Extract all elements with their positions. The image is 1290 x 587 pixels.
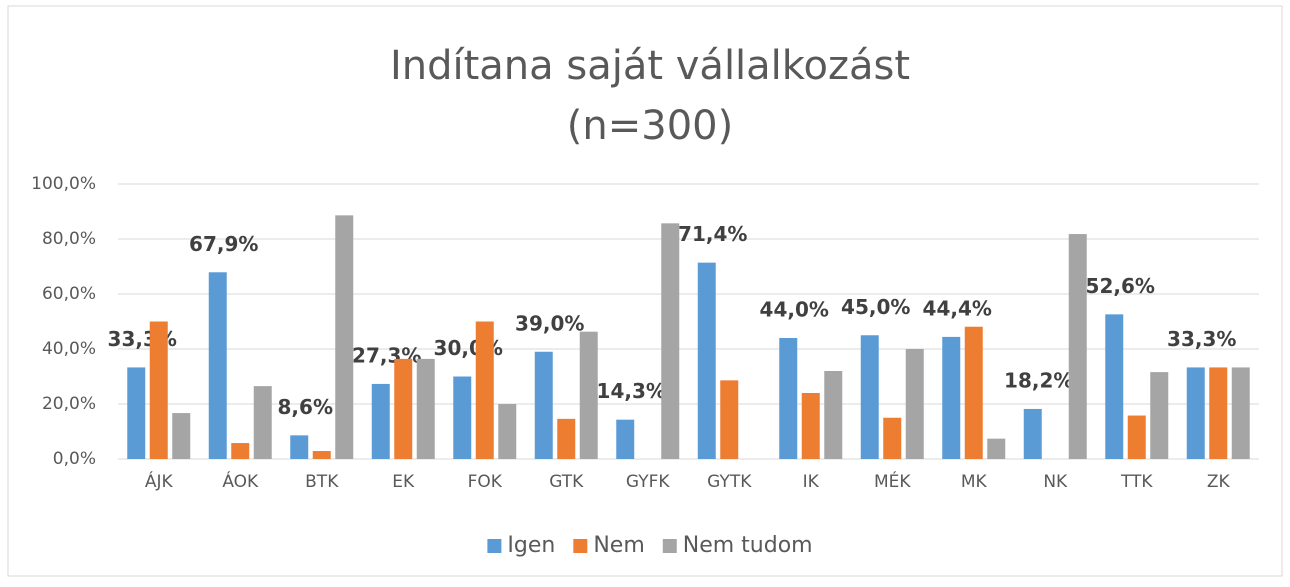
bar <box>557 418 576 459</box>
bar <box>824 371 843 459</box>
chart-subtitle: (n=300) <box>567 103 733 149</box>
bar <box>335 215 354 459</box>
bar <box>253 386 272 459</box>
bar <box>964 326 983 459</box>
x-tick-label: ZK <box>1207 472 1231 492</box>
legend-label: Nem tudom <box>683 533 813 558</box>
bar <box>905 349 924 459</box>
data-label: 14,3% <box>597 379 666 403</box>
bar <box>475 321 494 459</box>
bar <box>394 358 413 459</box>
bar <box>1023 408 1042 459</box>
bar <box>697 262 716 459</box>
bar <box>453 376 472 459</box>
bar <box>942 336 961 459</box>
data-label: 8,6% <box>278 395 333 419</box>
x-tick-label: ÁJK <box>145 470 174 492</box>
y-tick-label: 100,0% <box>31 174 96 194</box>
x-tick-label: MÉK <box>874 470 911 492</box>
data-label: 71,4% <box>678 222 747 246</box>
bar <box>416 358 435 459</box>
chart-title: Indítana saját vállalkozást <box>390 43 910 89</box>
x-tick-label: MK <box>961 472 988 492</box>
x-tick-label: ÁOK <box>222 470 259 492</box>
data-label: 39,0% <box>515 311 584 335</box>
y-tick-label: 80,0% <box>42 229 96 249</box>
bar <box>1105 314 1124 459</box>
bar <box>149 321 168 459</box>
x-tick-label: BTK <box>305 472 339 492</box>
data-label: 18,2% <box>1004 368 1073 392</box>
x-tick-label: GTK <box>549 472 584 492</box>
bar <box>231 443 250 459</box>
x-tick-label: GYTK <box>707 472 752 492</box>
legend-swatch <box>662 539 677 553</box>
bar <box>661 223 680 459</box>
data-label: 33,3% <box>1167 327 1236 351</box>
bar <box>720 380 739 459</box>
bar <box>1068 234 1087 459</box>
y-tick-label: 0,0% <box>53 449 96 469</box>
x-tick-label: NK <box>1043 472 1068 492</box>
y-tick-label: 60,0% <box>42 284 96 304</box>
data-label: 67,9% <box>189 232 258 256</box>
bar <box>127 367 146 459</box>
bar <box>1231 367 1250 459</box>
x-tick-label: TTK <box>1120 472 1153 492</box>
x-tick-label: FOK <box>468 472 503 492</box>
bar <box>1209 367 1228 459</box>
bar <box>860 335 879 459</box>
x-tick-label: GYFK <box>626 472 670 492</box>
bar <box>208 272 227 459</box>
bar <box>1150 372 1169 459</box>
data-label: 52,6% <box>1086 274 1155 298</box>
bar <box>1186 367 1205 459</box>
data-label: 45,0% <box>841 295 910 319</box>
legend-label: Nem <box>593 533 644 558</box>
bar <box>579 331 598 459</box>
legend-swatch <box>573 539 588 553</box>
legend-swatch <box>487 539 502 553</box>
data-label: 44,0% <box>760 298 829 322</box>
y-tick-label: 40,0% <box>42 339 96 359</box>
bar <box>172 413 191 459</box>
data-label: 44,4% <box>923 296 992 320</box>
bar <box>371 383 390 459</box>
legend-label: Igen <box>507 533 555 558</box>
bar <box>1127 415 1146 459</box>
bar <box>534 351 553 459</box>
bar <box>616 419 635 459</box>
x-tick-label: EK <box>392 472 415 492</box>
bar <box>312 451 331 459</box>
bar <box>498 404 517 459</box>
bar <box>290 435 309 459</box>
y-tick-label: 20,0% <box>42 394 96 414</box>
bar <box>801 393 820 459</box>
bar <box>779 338 798 459</box>
bar <box>883 417 902 459</box>
x-tick-label: IK <box>803 472 820 492</box>
bar <box>987 438 1006 459</box>
